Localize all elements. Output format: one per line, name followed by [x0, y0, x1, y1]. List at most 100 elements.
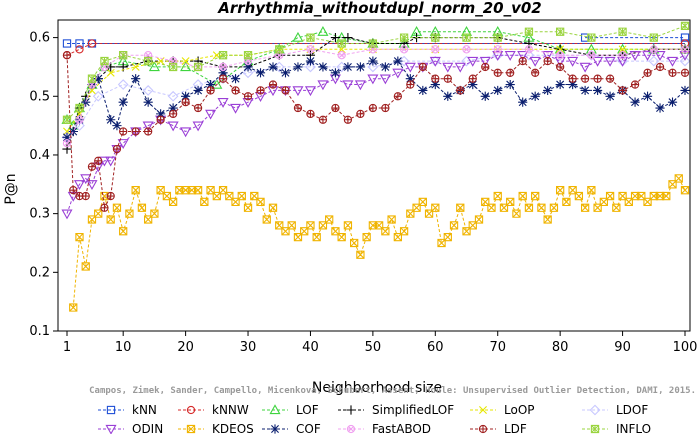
data-point [404, 62, 416, 73]
data-point [630, 80, 640, 89]
data-point [62, 132, 72, 142]
data-point [556, 51, 565, 60]
legend-marker [186, 405, 196, 415]
data-point [617, 56, 629, 67]
x-tick-label: 60 [427, 340, 444, 355]
data-point [106, 215, 115, 224]
data-point [618, 27, 627, 36]
data-point [387, 215, 396, 224]
data-point [62, 144, 72, 154]
data-point [543, 56, 552, 66]
data-point [443, 232, 452, 242]
x-tick-label: 30 [240, 340, 257, 355]
data-point [293, 62, 303, 72]
data-point [568, 74, 577, 83]
data-point [243, 51, 253, 60]
data-point [243, 203, 253, 212]
data-point [367, 61, 379, 73]
data-point [354, 80, 366, 91]
data-point [580, 33, 590, 42]
data-point [305, 61, 316, 73]
legend-item: kNNW [178, 403, 249, 417]
data-point [454, 62, 466, 73]
data-point [331, 103, 340, 113]
data-point [456, 203, 465, 212]
data-point [131, 62, 140, 71]
series-line [66, 54, 685, 138]
legend-label: LDF [504, 422, 527, 434]
legend-item: kNN [98, 403, 157, 417]
data-point [418, 62, 427, 72]
legend-item: COF [262, 422, 321, 434]
chart-title: Arrhythmia_withoutdupl_norm_20_v02 [217, 0, 541, 17]
data-point [150, 209, 159, 218]
y-tick-label: 0.5 [29, 89, 50, 104]
data-point [193, 103, 203, 113]
data-point [125, 209, 134, 218]
legend-label: FastABOD [372, 422, 431, 434]
data-point [543, 85, 553, 96]
data-point [667, 97, 678, 107]
legend-marker [186, 424, 196, 434]
data-point [243, 62, 253, 72]
data-point [68, 126, 78, 137]
data-point [643, 68, 652, 77]
data-point [87, 162, 97, 171]
data-point [237, 191, 246, 201]
data-point [304, 86, 316, 97]
data-point [292, 31, 304, 42]
series-line [66, 60, 686, 138]
data-point [487, 203, 496, 212]
data-point [680, 21, 690, 31]
legend-item: KDEOS [178, 422, 254, 434]
y-tick-label: 0.2 [29, 265, 50, 280]
data-point [649, 33, 658, 42]
data-point [330, 33, 341, 43]
data-point [293, 103, 303, 113]
data-point [342, 80, 354, 91]
data-point [69, 303, 78, 312]
data-point [292, 86, 304, 97]
legend-marker [346, 424, 356, 434]
data-point [629, 51, 641, 61]
data-point [680, 33, 690, 42]
data-point [112, 121, 122, 131]
data-point [529, 56, 541, 67]
legend-item: ODIN [98, 422, 163, 434]
data-point [642, 51, 654, 61]
data-point [119, 227, 128, 236]
data-point [456, 86, 465, 95]
data-point [336, 61, 348, 73]
data-point [393, 92, 402, 101]
data-point [156, 109, 166, 119]
data-point [493, 33, 502, 42]
data-point [343, 115, 353, 124]
data-point [562, 197, 571, 207]
data-point [654, 51, 666, 61]
legend-item: LoOP [470, 403, 535, 417]
data-point [181, 91, 191, 101]
data-point [206, 86, 215, 95]
data-point [167, 121, 179, 132]
data-point [399, 227, 409, 236]
legend-marker [105, 424, 117, 434]
data-point [112, 203, 122, 212]
data-point [256, 197, 265, 207]
data-point [62, 139, 72, 148]
data-point [137, 203, 147, 212]
data-point [462, 45, 471, 54]
legend-marker [590, 424, 600, 434]
data-point [318, 115, 328, 124]
data-point [87, 39, 97, 48]
data-point [112, 144, 122, 154]
y-tick-label: 0.3 [29, 207, 50, 222]
data-point [131, 74, 141, 84]
data-point [518, 191, 527, 201]
data-point [305, 56, 316, 66]
data-point [205, 109, 217, 120]
data-point [605, 91, 615, 101]
legend-marker [478, 424, 488, 434]
data-point [367, 74, 379, 85]
data-point [63, 127, 71, 136]
data-point [368, 103, 378, 113]
